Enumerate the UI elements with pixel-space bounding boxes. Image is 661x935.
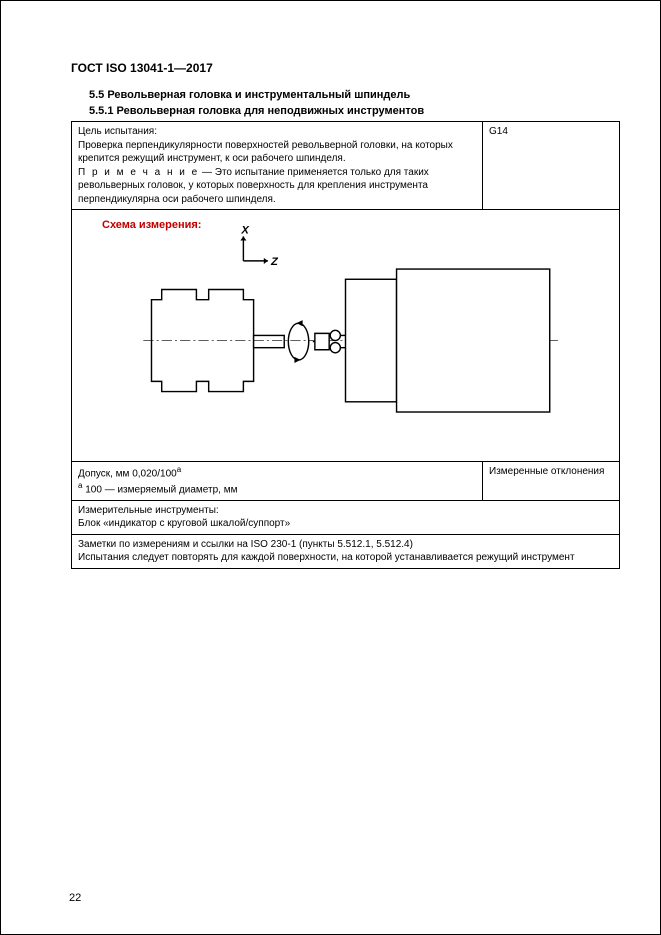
- measurement-diagram: XZ: [80, 218, 611, 453]
- refs-text: Испытания следует повторять для каждой п…: [78, 552, 575, 563]
- section-title: 5.5 Револьверная головка и инструменталь…: [89, 89, 620, 101]
- note-prefix: П р и м е ч а н и е: [78, 167, 199, 178]
- tolerance-cell: Допуск, мм 0,020/100a a 100 — измеряемый…: [72, 461, 483, 500]
- objective-text: Проверка перпендикулярности поверхностей…: [78, 140, 453, 165]
- refs-cell: Заметки по измерениям и ссылки на ISO 23…: [72, 534, 620, 568]
- instruments-label: Измерительные инструменты:: [78, 505, 219, 516]
- refs-label: Заметки по измерениям и ссылки на ISO 23…: [78, 539, 413, 550]
- diagram-cell: Схема измерения: XZ: [72, 210, 620, 462]
- tolerance-sup: a: [177, 465, 181, 474]
- tolerance-footnote: 100 — измеряемый диаметр, мм: [82, 484, 237, 495]
- objective-label: Цель испытания:: [78, 126, 157, 137]
- page-number: 22: [69, 892, 81, 904]
- subsection-title: 5.5.1 Револьверная головка для неподвижн…: [89, 105, 620, 117]
- test-code-cell: G14: [483, 122, 620, 210]
- doc-header: ГОСТ ISO 13041-1—2017: [71, 61, 620, 75]
- tolerance-text: Допуск, мм 0,020/100: [78, 468, 177, 479]
- svg-text:Z: Z: [270, 256, 279, 268]
- deviations-cell: Измеренные отклонения: [483, 461, 620, 500]
- instruments-cell: Измерительные инструменты: Блок «индикат…: [72, 500, 620, 534]
- spec-table: Цель испытания: Проверка перпендикулярно…: [71, 121, 620, 569]
- diagram-label: Схема измерения:: [102, 218, 201, 233]
- svg-text:X: X: [240, 224, 250, 236]
- instruments-text: Блок «индикатор с круговой шкалой/суппор…: [78, 518, 290, 529]
- objective-cell: Цель испытания: Проверка перпендикулярно…: [72, 122, 483, 210]
